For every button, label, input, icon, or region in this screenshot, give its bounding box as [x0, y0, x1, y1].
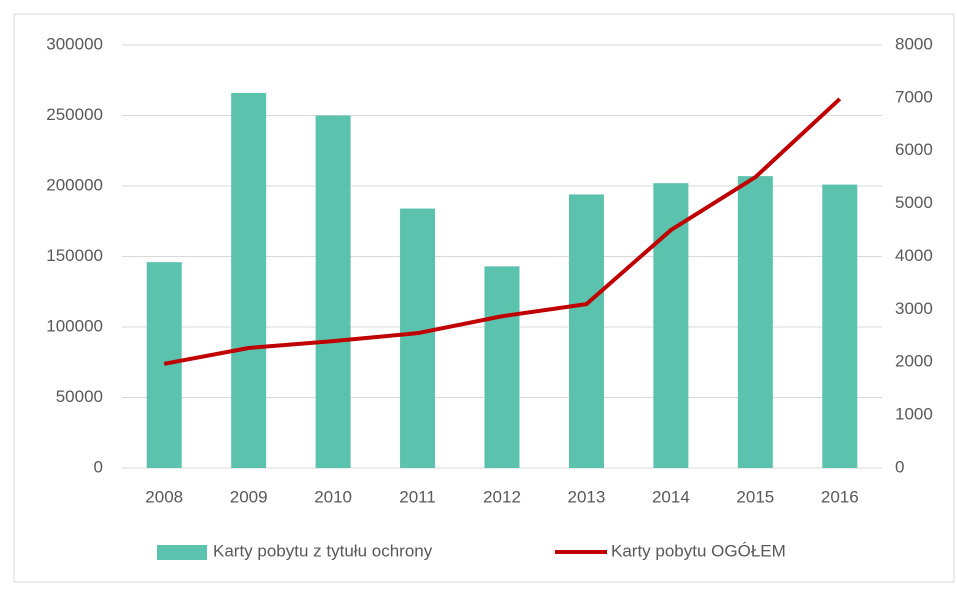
y-tick-label: 0 — [94, 457, 103, 476]
y2-tick-label: 2000 — [895, 352, 933, 371]
y-tick-label: 250000 — [46, 105, 103, 124]
y2-tick-label: 4000 — [895, 246, 933, 265]
bar — [822, 184, 858, 468]
y2-tick-label: 8000 — [895, 34, 933, 53]
x-tick-label: 2011 — [399, 487, 436, 506]
y2-tick-label: 5000 — [895, 193, 933, 212]
bar — [737, 176, 773, 468]
y2-tick-label: 6000 — [895, 140, 933, 159]
legend-swatch — [157, 545, 207, 560]
legend-label: Karty pobytu z tytułu ochrony — [213, 541, 433, 560]
y-tick-label: 100000 — [46, 316, 103, 335]
y-tick-label: 150000 — [46, 246, 103, 265]
bar — [400, 208, 436, 468]
bar — [231, 92, 267, 468]
x-tick-label: 2016 — [821, 487, 859, 506]
bar — [315, 115, 351, 468]
line — [163, 97, 842, 366]
y-tick-label: 50000 — [56, 387, 103, 406]
bar — [146, 262, 182, 468]
x-tick-label: 2014 — [652, 487, 690, 506]
x-tick-label: 2012 — [483, 487, 521, 506]
bar — [568, 194, 604, 468]
legend-label: Karty pobytu OGÓŁEM — [611, 541, 786, 560]
y2-tick-label: 7000 — [895, 87, 933, 106]
x-tick-label: 2015 — [736, 487, 774, 506]
x-tick-label: 2009 — [230, 487, 268, 506]
x-tick-label: 2008 — [145, 487, 183, 506]
y2-tick-label: 3000 — [895, 299, 933, 318]
x-tick-label: 2013 — [568, 487, 606, 506]
y2-tick-label: 0 — [895, 457, 904, 476]
x-tick-label: 2010 — [314, 487, 352, 506]
y2-tick-label: 1000 — [895, 405, 933, 424]
y-tick-label: 200000 — [46, 175, 103, 194]
y-tick-label: 300000 — [46, 34, 103, 53]
bar — [653, 183, 689, 468]
bar — [484, 266, 520, 468]
